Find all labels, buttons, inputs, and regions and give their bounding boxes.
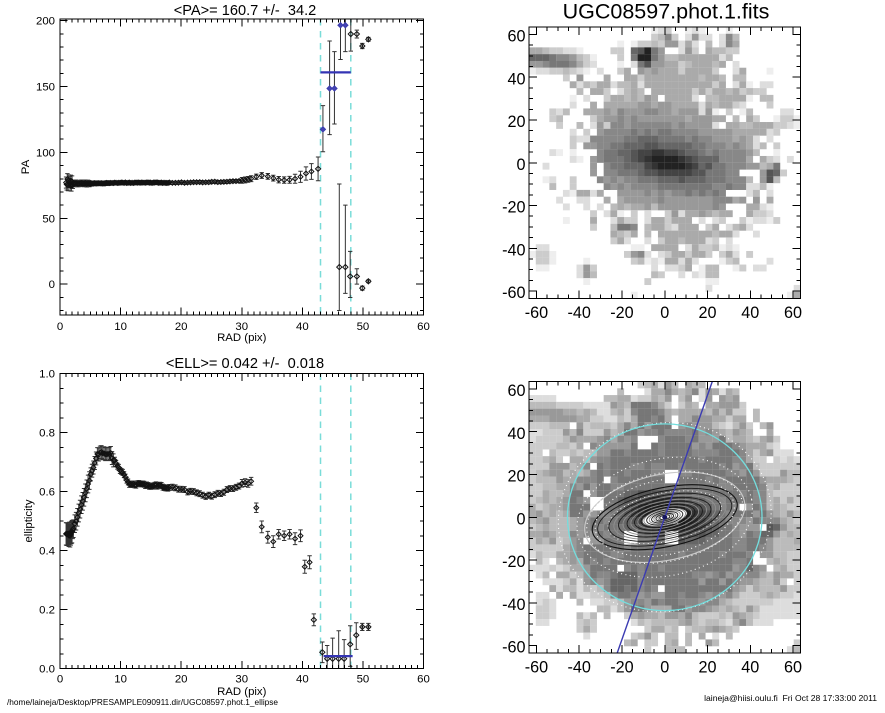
svg-text:0: 0 [57, 321, 63, 333]
svg-text:40: 40 [296, 321, 309, 333]
svg-text:-20: -20 [502, 199, 525, 217]
svg-text:0: 0 [516, 156, 525, 174]
svg-text:10: 10 [114, 321, 127, 333]
svg-text:10: 10 [114, 673, 127, 685]
svg-text:-20: -20 [610, 304, 633, 322]
svg-text:60: 60 [784, 304, 802, 322]
svg-text:50: 50 [357, 321, 370, 333]
svg-text:40: 40 [507, 425, 525, 443]
svg-text:0: 0 [49, 279, 55, 291]
svg-text:40: 40 [741, 304, 759, 322]
svg-text:0.6: 0.6 [39, 487, 55, 499]
svg-text:30: 30 [235, 321, 248, 333]
svg-text:-60: -60 [502, 639, 525, 657]
svg-text:/home/laineja/Desktop/PRESAMPL: /home/laineja/Desktop/PRESAMPLE090911.di… [7, 697, 278, 707]
svg-text:-40: -40 [502, 241, 525, 259]
svg-text:-20: -20 [502, 553, 525, 571]
svg-text:60: 60 [507, 28, 525, 46]
svg-text:60: 60 [417, 673, 430, 685]
svg-text:0.8: 0.8 [39, 428, 55, 440]
svg-text:0: 0 [660, 658, 669, 676]
svg-text:60: 60 [507, 382, 525, 400]
svg-text:RAD (pix): RAD (pix) [217, 686, 267, 698]
svg-text:0: 0 [516, 510, 525, 528]
svg-text:100: 100 [36, 147, 55, 159]
svg-text:RAD (pix): RAD (pix) [217, 332, 267, 344]
svg-text:-60: -60 [502, 284, 525, 302]
svg-text:-60: -60 [525, 658, 548, 676]
svg-text:0.0: 0.0 [39, 664, 55, 676]
svg-text:1.0: 1.0 [39, 369, 55, 381]
svg-text:0.2: 0.2 [39, 605, 55, 617]
svg-text:0.4: 0.4 [39, 546, 55, 558]
svg-text:40: 40 [296, 673, 309, 685]
svg-text:60: 60 [417, 321, 430, 333]
svg-text:40: 40 [507, 70, 525, 88]
svg-text:150: 150 [36, 82, 55, 94]
svg-text:50: 50 [357, 673, 370, 685]
svg-text:20: 20 [507, 113, 525, 131]
svg-text:0: 0 [660, 304, 669, 322]
svg-text:20: 20 [175, 673, 188, 685]
svg-text:50: 50 [42, 213, 55, 225]
svg-text:<ELL>= 0.042 +/- 0.018: <ELL>= 0.042 +/- 0.018 [166, 356, 324, 372]
svg-text:-40: -40 [568, 658, 591, 676]
svg-text:laineja@hiisi.oulu.fi Fri Oct: laineja@hiisi.oulu.fi Fri Oct 28 17:33:0… [704, 693, 877, 703]
svg-text:60: 60 [784, 658, 802, 676]
svg-text:<PA>= 160.7 +/- 34.2: <PA>= 160.7 +/- 34.2 [174, 3, 317, 19]
svg-text:20: 20 [699, 658, 717, 676]
svg-text:PA: PA [20, 159, 32, 174]
svg-text:30: 30 [235, 673, 248, 685]
svg-text:20: 20 [175, 321, 188, 333]
svg-text:20: 20 [699, 304, 717, 322]
svg-text:-40: -40 [568, 304, 591, 322]
svg-text:UGC08597.phot.1.fits: UGC08597.phot.1.fits [563, 0, 770, 23]
svg-text:0: 0 [57, 673, 63, 685]
svg-text:-60: -60 [525, 304, 548, 322]
svg-text:40: 40 [741, 658, 759, 676]
svg-text:200: 200 [36, 16, 55, 28]
svg-text:ellipticity: ellipticity [23, 499, 35, 542]
svg-text:20: 20 [507, 468, 525, 486]
svg-text:-40: -40 [502, 596, 525, 614]
svg-text:-20: -20 [610, 658, 633, 676]
